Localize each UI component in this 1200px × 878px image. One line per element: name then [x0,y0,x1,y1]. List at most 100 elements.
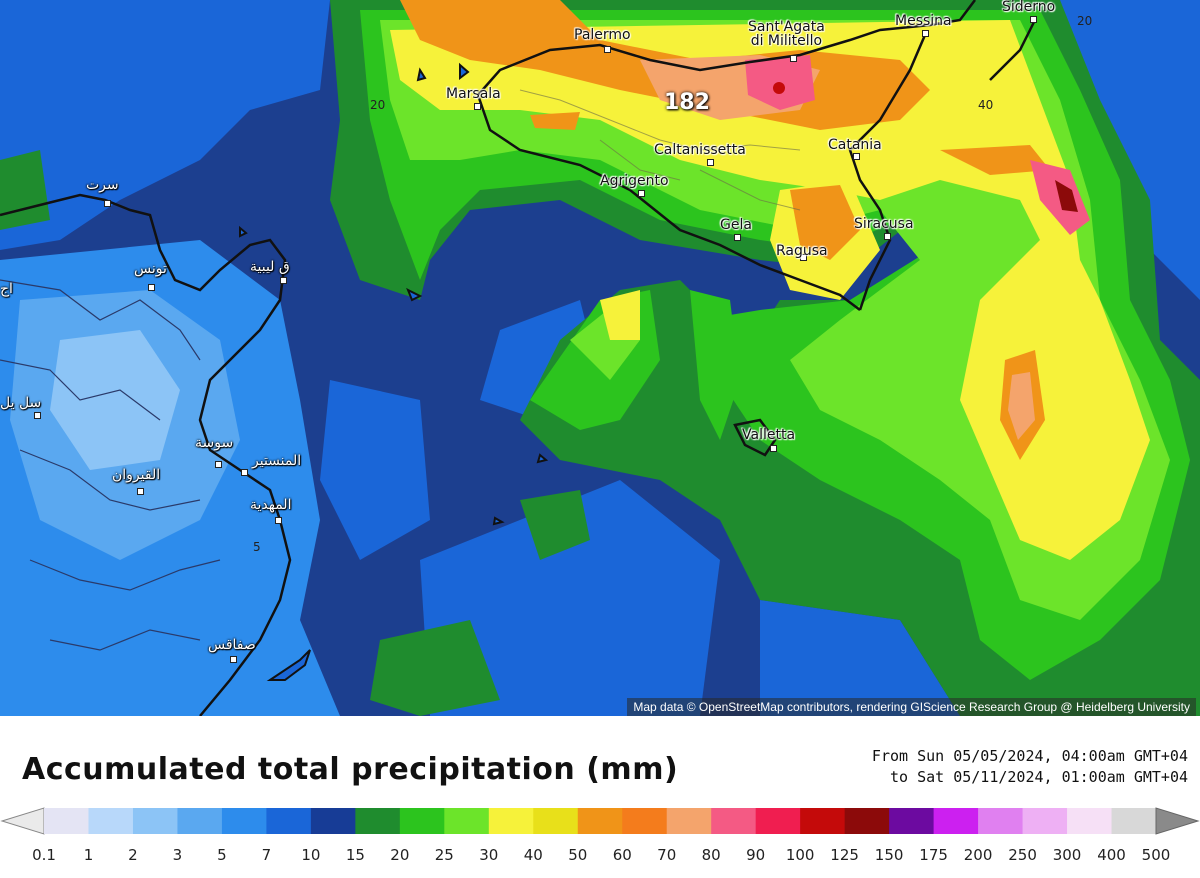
city-dot-sousse [215,461,222,468]
contour-label: 40 [978,98,994,112]
city-label-monastir[interactable]: المنستير [252,453,302,469]
scale-tick-label: 5 [217,846,227,864]
city-label-mahdia[interactable]: المهدية [250,497,292,513]
city-label-gela[interactable]: Gela [720,217,752,233]
city-label-palermo[interactable]: Palermo [574,27,631,43]
city-dot-palermo [604,46,611,53]
city-label-siderno[interactable]: Siderno [1002,0,1056,15]
city-label-sousse[interactable]: سوسة [195,435,234,451]
city-dot-marsala [474,103,481,110]
scale-tick-label: 1 [83,846,94,864]
city-dot-catania [853,153,860,160]
scale-tick-label: 250 [1008,846,1037,864]
city-dot-santagata [790,55,797,62]
scale-tick-label: 7 [261,846,272,864]
city-label-beja[interactable]: اج [0,281,13,297]
scale-swatch [1067,808,1113,834]
city-dot-ragusa [800,254,807,261]
contour-label: 20 [370,98,386,112]
scale-tick-label: 60 [612,846,632,864]
city-label-marsala[interactable]: Marsala [446,86,501,102]
city-dot-siderno [1030,16,1037,23]
scale-swatch [1111,808,1157,834]
scale-swatch [577,808,623,834]
city-dot-siracusa [884,233,891,240]
city-label-santagata[interactable]: Sant'Agata di Militello [748,19,825,49]
scale-swatch [266,808,312,834]
scale-swatch [444,808,490,834]
scale-swatch [622,808,668,834]
scale-tick-label: 10 [301,846,321,864]
scale-swatch [132,808,178,834]
city-dot-gela [734,234,741,241]
scale-tick-label: 0.1 [32,846,56,864]
scale-tick-label: 3 [172,846,183,864]
precipitation-map[interactable]: Palermo Sant'Agata di Militello Messina … [0,0,1200,716]
city-label-sirte[interactable]: سرت [86,177,119,193]
scale-swatch [1022,808,1068,834]
city-dot-tunis [148,284,155,291]
scale-tick-label: 125 [830,846,859,864]
time-range: From Sun 05/05/2024, 04:00am GMT+04 to S… [872,746,1188,788]
scale-swatch [221,808,267,834]
city-dot-sfax [230,656,237,663]
scale-swatch [533,808,579,834]
scale-arrow-low [0,807,45,835]
scale-swatch [399,808,445,834]
color-scale-ticks: 0.1 1 2 3 5 7 10 15 20 25 30 40 50 60 70 80 90 100 125 150 1… [0,846,1200,868]
scale-swatch [355,808,401,834]
city-label-caltanissetta[interactable]: Caltanissetta [654,142,746,158]
legend-title: Accumulated total precipitation (mm) [22,752,679,787]
city-label-kairouan[interactable]: القيروان [112,467,161,483]
scale-swatch [800,808,846,834]
map-attribution: Map data © OpenStreetMap contributors, r… [627,698,1196,716]
scale-tick-label: 90 [746,846,766,864]
scale-swatch [177,808,223,834]
contour-label: 20 [1077,14,1093,28]
scale-tick-label: 150 [874,846,904,864]
scale-arrow-high [1155,807,1200,835]
precipitation-field [0,0,1200,716]
scale-tick-label: 50 [568,846,588,864]
scale-tick-label: 20 [390,846,410,864]
scale-tick-label: 500 [1141,846,1171,864]
scale-tick-label: 300 [1052,846,1082,864]
scale-swatch [44,808,89,834]
scale-tick-label: 70 [657,846,677,864]
scale-tick-label: 100 [785,846,815,864]
scale-swatch [88,808,134,834]
scale-swatch [666,808,712,834]
scale-tick-label: 400 [1097,846,1126,864]
scale-swatch [711,808,757,834]
city-dot-messina [922,30,929,37]
scale-tick-label: 40 [523,846,543,864]
city-dot-caltanissetta [707,159,714,166]
city-label-ragusa[interactable]: Ragusa [776,243,828,259]
city-label-valletta[interactable]: Valletta [742,427,796,443]
city-label-messina[interactable]: Messina [895,13,952,29]
city-label-siracusa[interactable]: Siracusa [854,216,914,232]
scale-tick-label: 15 [345,846,365,864]
city-label-catania[interactable]: Catania [828,137,882,153]
max-value-label: 182 [664,90,710,115]
city-dot-kelibia [280,277,287,284]
city-dot-valletta [770,445,777,452]
scale-tick-label: 80 [701,846,721,864]
city-label-siliana[interactable]: سل يل [0,395,42,411]
time-range-to: to Sat 05/11/2024, 01:00am GMT+04 [889,768,1188,786]
scale-swatch [310,808,356,834]
city-label-sfax[interactable]: صفاقس [208,637,256,653]
city-dot-kairouan [137,488,144,495]
scale-swatch [889,808,935,834]
city-label-agrigento[interactable]: Agrigento [600,173,669,189]
city-dot-monastir [241,469,248,476]
city-dot-sirte [104,200,111,207]
city-label-tunis[interactable]: تونس [134,261,167,277]
scale-swatch [978,808,1024,834]
city-dot-agrigento [638,190,645,197]
scale-swatch [933,808,979,834]
scale-swatch [755,808,801,834]
scale-tick-label: 175 [919,846,948,864]
city-label-kelibia[interactable]: ق ليبية [250,259,290,275]
scale-tick-label: 30 [479,846,499,864]
